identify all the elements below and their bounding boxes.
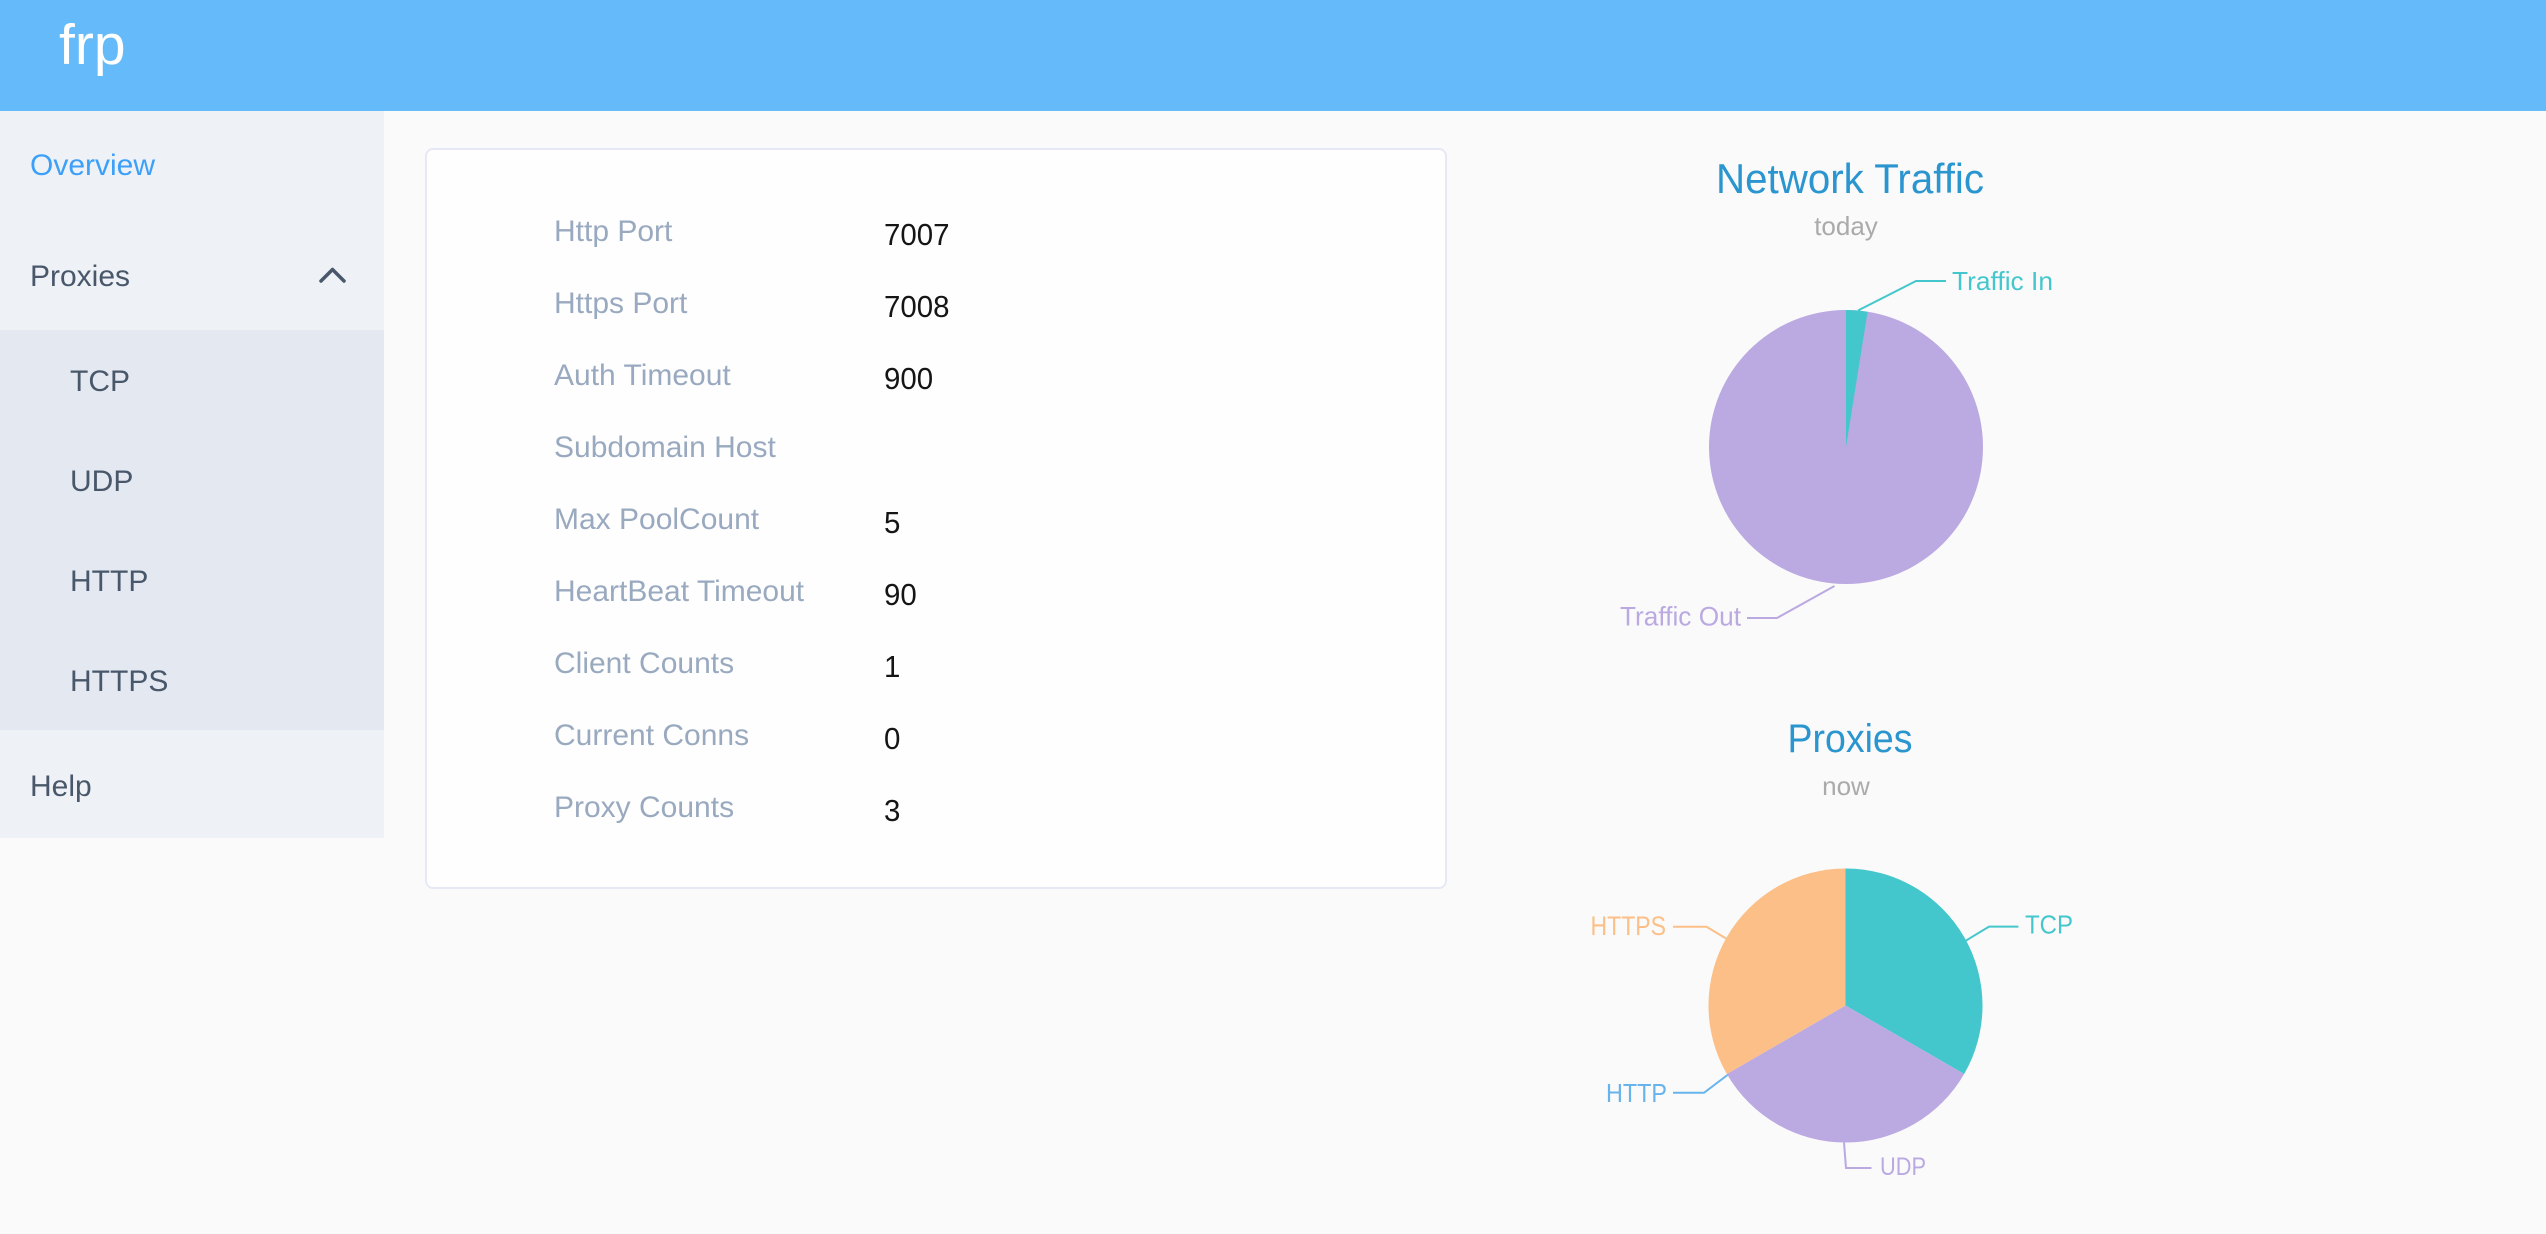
svg-text:today: today (1814, 211, 1878, 241)
svg-text:now: now (1822, 771, 1870, 801)
svg-text:HTTPS: HTTPS (1591, 911, 1667, 941)
svg-text:Traffic Out: Traffic Out (1620, 602, 1741, 632)
svg-text:Traffic In: Traffic In (1952, 266, 2053, 296)
svg-text:HTTP: HTTP (1606, 1080, 1667, 1108)
svg-text:TCP: TCP (2025, 910, 2073, 940)
svg-text:Network Traffic: Network Traffic (1716, 155, 1984, 202)
svg-text:UDP: UDP (1880, 1153, 1926, 1181)
svg-text:Proxies: Proxies (1788, 717, 1913, 761)
